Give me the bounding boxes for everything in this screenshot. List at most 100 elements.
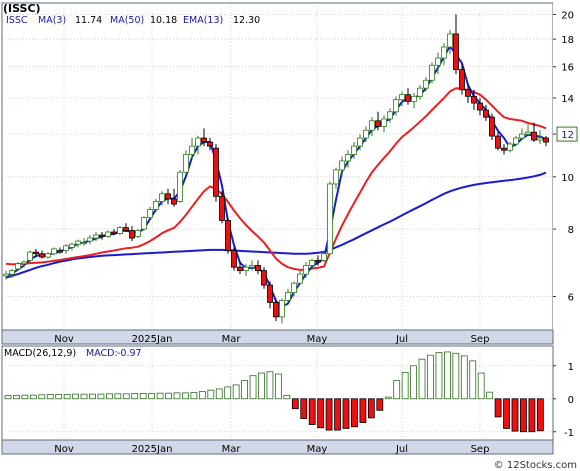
macd-bar xyxy=(241,380,249,400)
candle xyxy=(501,144,507,155)
price-x-axis-strip xyxy=(1,329,554,345)
candle xyxy=(201,128,207,147)
last-price-box xyxy=(556,126,578,142)
candle-body xyxy=(201,137,207,143)
candle xyxy=(165,188,171,205)
macd-bar xyxy=(131,393,139,400)
candle-body xyxy=(363,129,369,139)
candle-body xyxy=(141,217,147,230)
candle xyxy=(261,267,267,289)
candle xyxy=(483,104,489,121)
candle-body xyxy=(447,33,453,48)
macd-bar xyxy=(122,393,130,400)
candle xyxy=(273,298,279,322)
price-y-axis-area xyxy=(553,3,580,330)
macd-bar xyxy=(536,398,544,432)
candle xyxy=(363,126,369,143)
candle xyxy=(9,268,15,278)
candle-body xyxy=(51,248,57,255)
candle xyxy=(477,97,483,116)
candle xyxy=(315,255,321,266)
macd-x-tick-label: Jul xyxy=(395,444,408,455)
macd-bar xyxy=(427,354,434,400)
macd-bar xyxy=(29,394,37,400)
macd-bar xyxy=(410,365,418,400)
candle xyxy=(399,91,405,107)
candle-body xyxy=(369,120,375,131)
macd-bar xyxy=(232,384,240,400)
candle-body xyxy=(339,160,345,171)
candle-body xyxy=(513,137,519,145)
candle-body xyxy=(9,270,15,275)
macd-bar xyxy=(443,351,451,400)
ticker-tag: (ISSC) xyxy=(3,2,41,15)
candle xyxy=(291,281,297,297)
candle-body xyxy=(261,270,267,286)
candle-body xyxy=(381,118,387,127)
macd-bar xyxy=(224,386,232,400)
macd-x-axis-strip xyxy=(1,439,554,455)
macd-x-tick-label: Nov xyxy=(54,444,74,455)
candle xyxy=(195,136,201,155)
candle xyxy=(279,298,285,324)
candle-body xyxy=(459,69,465,91)
candle-body xyxy=(429,64,435,81)
candle-body xyxy=(327,183,333,255)
candle xyxy=(159,191,165,206)
macd-bar xyxy=(477,372,485,400)
candle-body xyxy=(345,154,351,162)
price-gridlines xyxy=(2,3,553,330)
price-x-tick-label: May xyxy=(307,334,328,345)
macd-bar xyxy=(435,352,443,400)
candle-body xyxy=(333,169,339,185)
macd-bar xyxy=(207,389,215,400)
candle xyxy=(99,232,105,240)
candle xyxy=(459,63,465,95)
candle-body xyxy=(507,143,513,151)
candle-body xyxy=(291,282,297,294)
candle-body xyxy=(357,137,363,147)
candle-body xyxy=(117,227,123,234)
macd-x-tick-label: Sep xyxy=(471,444,490,455)
candle xyxy=(93,232,99,242)
candle-body xyxy=(147,209,153,219)
candle xyxy=(81,238,87,246)
legend-value: 10.18 xyxy=(150,15,177,26)
candle xyxy=(393,96,399,116)
macd-bar xyxy=(190,392,198,400)
candle-body xyxy=(321,253,327,261)
candle-body xyxy=(15,263,21,270)
candle-body xyxy=(297,273,303,284)
candle xyxy=(189,138,195,159)
candle xyxy=(225,217,231,254)
candle xyxy=(21,260,27,268)
macd-bar xyxy=(452,352,460,400)
candle-body xyxy=(411,95,417,102)
legend-symbol: ISSC xyxy=(6,15,28,26)
candle xyxy=(3,270,9,280)
candle xyxy=(87,235,93,245)
candle xyxy=(327,181,333,256)
candle-body xyxy=(351,145,357,155)
macd-x-axis: Nov 2025Jan Mar May Jul Sep xyxy=(54,444,489,455)
candle xyxy=(387,108,393,123)
macd-bar xyxy=(182,392,189,400)
candle-body xyxy=(153,201,159,210)
candle xyxy=(429,62,435,84)
macd-bar xyxy=(156,392,164,400)
candle-body xyxy=(27,251,33,261)
candle xyxy=(345,150,351,168)
macd-bar xyxy=(359,398,367,423)
candle xyxy=(375,111,381,131)
candle-body xyxy=(159,193,165,202)
candle xyxy=(153,198,159,213)
candle xyxy=(441,43,447,66)
price-legend: ISSC MA(3) 11.74 MA(50) 10.18 EMA(13) 12.30 xyxy=(6,15,260,26)
candle xyxy=(123,223,129,233)
price-tick-label: 6 xyxy=(568,292,574,303)
candle xyxy=(219,191,225,224)
candle xyxy=(417,84,423,100)
candle-body xyxy=(111,231,117,234)
candle xyxy=(15,262,21,271)
